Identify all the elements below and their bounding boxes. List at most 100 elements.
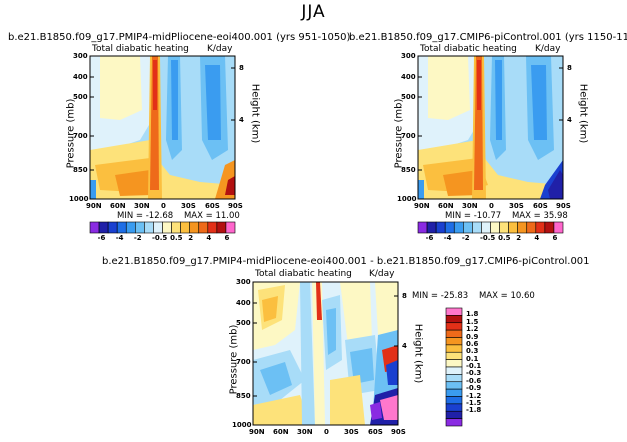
- panel1-colorbar-swatch: [225, 221, 236, 234]
- panel3-ytick: 500: [236, 319, 251, 327]
- panel3-field-label: Total diabatic heating: [255, 269, 352, 279]
- panel3-colorbar-swatch: [445, 307, 463, 316]
- panel3-colorbar-label: -0.9: [466, 384, 482, 393]
- panel3-colorbar-label: 0.3: [466, 347, 479, 356]
- panel2-stats: MIN = -10.77 MAX = 35.98: [445, 211, 568, 221]
- panel1-colorbar-label: 0.5: [170, 234, 183, 242]
- panel3-colorbar-label: -0.1: [466, 362, 482, 370]
- panel3-colorbar-swatch: [445, 381, 463, 390]
- panel2-ytick: 1000: [397, 195, 417, 203]
- panel3-colorbar-swatch: [445, 329, 463, 338]
- panel1-stats: MIN = -12.68 MAX = 11.00: [117, 211, 240, 221]
- panel2-colorbar-label: -2: [461, 234, 470, 242]
- panel1-y2tick: 4: [239, 116, 244, 124]
- panel3-colorbar-swatch: [445, 374, 463, 383]
- panel2-ytick: 500: [401, 93, 416, 101]
- panel3-xtick: 60N: [273, 428, 289, 436]
- panel3-colorbar-label: 1.2: [466, 325, 479, 334]
- panel3-colorbar-label: 1.5: [466, 317, 479, 326]
- panel3-field: [253, 282, 398, 425]
- panel1-xtick: 90S: [228, 202, 243, 210]
- panel2-colorbar-label: -4: [443, 234, 452, 242]
- panel2-colorbar-label: 4: [534, 234, 540, 242]
- panel3-xtick: 60S: [368, 428, 383, 436]
- panel1-xtick: 0: [161, 202, 166, 210]
- panel2-xtick: 30N: [462, 202, 478, 210]
- panel1-colorbar-label: 4: [206, 234, 212, 242]
- panel3-xtick: 90N: [249, 428, 265, 436]
- panel3-title: b.e21.B1850.f09_g17.PMIP4-midPliocene-eo…: [102, 256, 590, 267]
- panel3-colorbar-swatch: [445, 337, 463, 346]
- panel2-field: [418, 56, 563, 199]
- panel2-ytick: 850: [401, 166, 416, 174]
- panel1-colorbar-label: 6: [224, 234, 230, 242]
- panel1-units-label: K/day: [207, 44, 233, 54]
- panel3-colorbar-label: -1.5: [466, 398, 482, 407]
- panel2-y2tick: 8: [567, 64, 572, 72]
- panel1-xtick: 60N: [110, 202, 126, 210]
- panel1-ytick: 1000: [69, 195, 89, 203]
- panel3-colorbar-swatch: [445, 410, 463, 419]
- panel3-colorbar-swatch: [445, 388, 463, 397]
- panel3-ytick: 400: [236, 299, 251, 307]
- panel3-colorbar-swatch: [445, 403, 463, 412]
- panel1-ytick: 300: [73, 52, 88, 60]
- panel3-colorbar-label: -0.6: [466, 376, 482, 385]
- panel2-ytick: 700: [401, 132, 416, 140]
- panel1-xtick: 30S: [181, 202, 196, 210]
- panel1-ytick: 500: [73, 93, 88, 101]
- figure-title: JJA: [301, 2, 326, 22]
- panel1-colorbar-label: -6: [97, 234, 106, 242]
- panel3-colorbar-label: -1.2: [466, 391, 482, 400]
- panel3-xtick: 30N: [297, 428, 313, 436]
- panel2-xtick: 60N: [438, 202, 454, 210]
- panel2-colorbar-label: 0.5: [498, 234, 511, 242]
- panel1-field: [90, 56, 235, 199]
- panel3-ytick: 1000: [232, 421, 252, 429]
- panel2-field-label: Total diabatic heating: [420, 44, 517, 54]
- panel2-y2tick: 4: [567, 116, 572, 124]
- panel1-title: b.e21.B1850.f09_g17.PMIP4-midPliocene-eo…: [8, 32, 351, 43]
- panel3-ytick: 850: [236, 392, 251, 400]
- panel2-colorbar-label: 2: [516, 234, 522, 242]
- panel3-y2tick: 8: [402, 292, 407, 300]
- panel2-colorbar-swatch: [553, 221, 564, 234]
- panel1-xtick: 60S: [205, 202, 220, 210]
- panel1-xtick: 30N: [134, 202, 150, 210]
- panel1-ytick: 700: [73, 132, 88, 140]
- panel3-colorbar-swatch: [445, 418, 463, 427]
- panel2-xtick: 30S: [509, 202, 524, 210]
- panel1-ytick: 850: [73, 166, 88, 174]
- panel2-colorbar-label: -6: [425, 234, 434, 242]
- panel2-xtick: 0: [489, 202, 494, 210]
- panel2-units-label: K/day: [535, 44, 561, 54]
- panel3-y-ticks: [253, 281, 398, 426]
- panel2-ytick: 400: [401, 73, 416, 81]
- panel1-ytick: 400: [73, 73, 88, 81]
- panel1-colorbar-label: -2: [133, 234, 142, 242]
- panel3-y2tick: 4: [402, 342, 407, 350]
- panel3-xtick: 30S: [344, 428, 359, 436]
- panel3-colorbar-label: 0.1: [466, 354, 479, 363]
- panel2-colorbar-label: 6: [552, 234, 558, 242]
- panel1-colorbar-label: -4: [115, 234, 124, 242]
- panel3-colorbar-label: 1.8: [466, 310, 479, 319]
- panel3-colorbar-swatch: [445, 315, 463, 324]
- panel2-ytick: 300: [401, 52, 416, 60]
- panel1-colorbar-label: 2: [188, 234, 194, 242]
- panel3-xtick: 0: [324, 428, 329, 436]
- panel3-colorbar-swatch: [445, 366, 463, 375]
- panel3-colorbar-swatch: [445, 322, 463, 331]
- panel3-colorbar-label: -1.8: [466, 406, 482, 415]
- panel3-colorbar-swatch: [445, 351, 463, 360]
- panel3-units-label: K/day: [369, 269, 395, 279]
- panel1-colorbar-label: -0.5: [151, 234, 168, 242]
- panel2-title: b.e21.B1850.f09_g17.CMIP6-piControl.001 …: [349, 32, 627, 43]
- panel3-colorbar-label: -0.3: [466, 369, 482, 378]
- panel3-ytick: 300: [236, 278, 251, 286]
